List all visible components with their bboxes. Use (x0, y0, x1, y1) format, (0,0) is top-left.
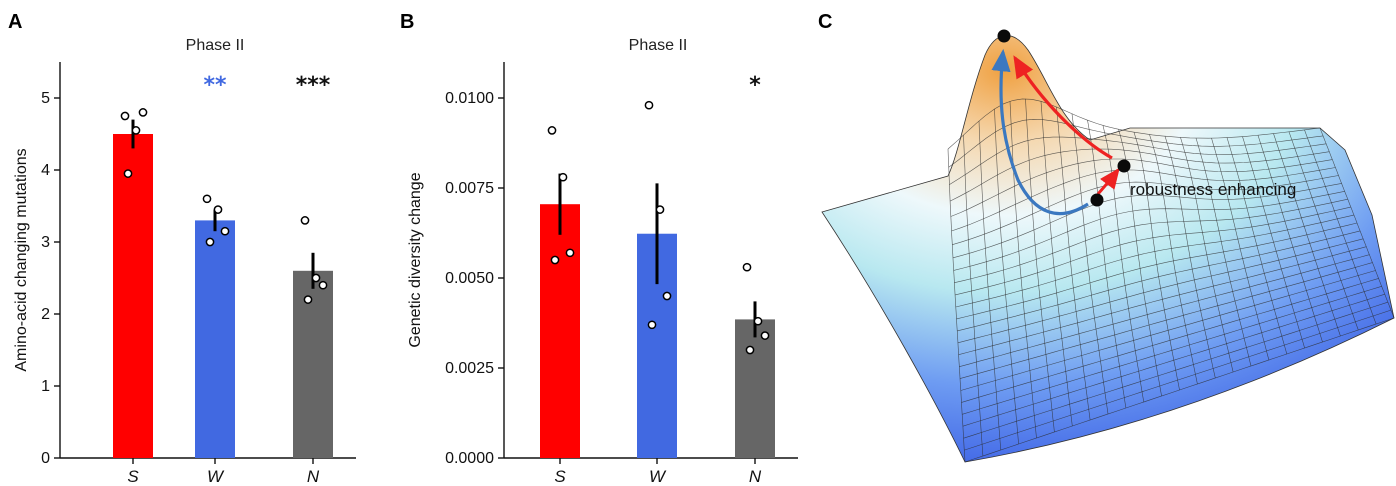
category-label-W: W (207, 467, 225, 486)
y-tick-label: 0.0025 (445, 360, 494, 377)
y-tick-label: 0 (41, 450, 50, 467)
mesh-line (1319, 127, 1395, 319)
mesh-line (963, 301, 1388, 439)
data-point-S (138, 108, 148, 117)
y-tick-label: 1 (41, 378, 50, 395)
y-tick-label: 0.0050 (445, 270, 494, 287)
node-peak (997, 29, 1011, 43)
data-point-S (123, 169, 133, 178)
data-point-S (547, 126, 557, 135)
data-point-N (311, 273, 321, 283)
path-red-upper (1013, 55, 1113, 160)
category-label-S: S (127, 467, 139, 486)
data-point-W (662, 291, 672, 301)
mesh-line (964, 309, 1391, 451)
y-tick-label: 5 (41, 90, 50, 107)
data-point-N (300, 216, 310, 225)
landscape-mesh (947, 98, 1395, 463)
path-red-lower (1096, 167, 1120, 195)
category-label-S: S (554, 467, 566, 486)
data-point-W (213, 205, 223, 214)
panel-label-a: A (8, 11, 22, 33)
data-point-S (120, 111, 130, 121)
bar-W (195, 220, 235, 458)
node-start (1090, 193, 1104, 207)
panel-label-c: C (818, 11, 832, 33)
data-point-N (753, 316, 763, 326)
bar-N (735, 319, 775, 458)
mesh-line (1273, 133, 1341, 337)
chart-a-title: Phase II (186, 37, 245, 54)
y-tick-label: 0.0000 (445, 450, 494, 467)
data-point-N (745, 345, 755, 355)
data-point-W (647, 320, 657, 330)
data-point-S (550, 255, 560, 265)
data-point-N (303, 295, 313, 304)
data-point-N (318, 280, 328, 290)
data-point-W (202, 194, 212, 204)
bar-N (293, 270, 333, 458)
significance-W: ** (203, 73, 227, 98)
category-label-W: W (649, 467, 667, 486)
chart-a-ylabel: Amino-acid changing mutations (13, 148, 30, 371)
significance-N: * (749, 73, 761, 98)
data-point-W (220, 226, 230, 236)
mesh-line (962, 286, 1382, 415)
mesh-line (962, 293, 1385, 427)
chart-a: Phase II Amino-acid changing mutations 0… (13, 37, 356, 486)
data-point-N (760, 331, 770, 340)
chart-b: Phase II Genetic diversity change 0.0000… (407, 37, 798, 486)
mesh-line (1288, 131, 1359, 331)
fitness-landscape: robustness enhancing (821, 29, 1395, 463)
data-point-N (742, 262, 752, 272)
y-tick-label: 0.0100 (445, 90, 494, 107)
annotation-robustness: robustness enhancing (1130, 180, 1296, 199)
category-label-N: N (307, 467, 320, 486)
mesh-line (964, 317, 1395, 463)
data-point-S (565, 248, 575, 258)
bar-S (113, 134, 153, 458)
data-point-W (205, 237, 215, 247)
chart-b-ylabel: Genetic diversity change (407, 172, 424, 347)
data-point-S (131, 126, 141, 135)
data-point-W (655, 205, 665, 214)
significance-N: *** (296, 73, 331, 98)
data-point-S (558, 172, 568, 182)
y-tick-label: 4 (41, 162, 50, 179)
data-point-W (644, 100, 654, 110)
panel-label-b: B (400, 11, 414, 33)
chart-b-title: Phase II (629, 37, 688, 54)
bar-S (540, 204, 580, 458)
category-label-N: N (749, 467, 762, 486)
path-blue (991, 48, 1089, 216)
y-tick-label: 2 (41, 306, 50, 323)
mesh-line (1304, 129, 1377, 325)
y-tick-label: 3 (41, 234, 50, 251)
y-tick-label: 0.0075 (445, 180, 494, 197)
node-middle (1117, 159, 1131, 173)
